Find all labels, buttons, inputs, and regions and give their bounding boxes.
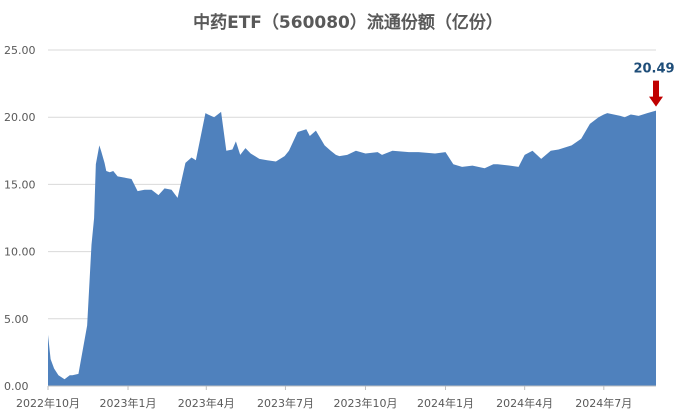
x-tick-label: 2023年1月 (100, 396, 157, 410)
callout-value-label: 20.49 (633, 62, 674, 77)
x-axis: 2022年10月 2023年1月 2023年4月 2023年7月 2023年10月 202… (16, 385, 656, 410)
chart-title: 中药ETF（560080）流通份额（亿份） (193, 13, 503, 33)
y-tick-label: 5.00 (4, 313, 29, 326)
x-tick-label: 2022年10月 (16, 396, 80, 410)
x-tick-label: 2023年10月 (333, 396, 397, 410)
y-tick-label: 10.00 (4, 246, 36, 259)
series-area (48, 110, 656, 387)
x-tick-label: 2023年7月 (257, 396, 314, 410)
x-tick-label: 2024年7月 (575, 396, 632, 410)
x-tick-label: 2024年1月 (417, 396, 474, 410)
y-tick-label: 0.00 (4, 380, 29, 393)
y-axis: 0.00 5.00 10.00 15.00 20.00 25.00 (4, 44, 36, 393)
y-tick-label: 15.00 (4, 178, 36, 191)
x-tick-label: 2023年4月 (178, 396, 235, 410)
down-arrow-icon (649, 80, 663, 107)
y-tick-label: 20.00 (4, 111, 36, 124)
value-callout: 20.49 (633, 62, 675, 107)
x-tick-label: 2024年4月 (496, 396, 553, 410)
area-series (48, 110, 656, 387)
y-tick-label: 25.00 (4, 44, 36, 57)
